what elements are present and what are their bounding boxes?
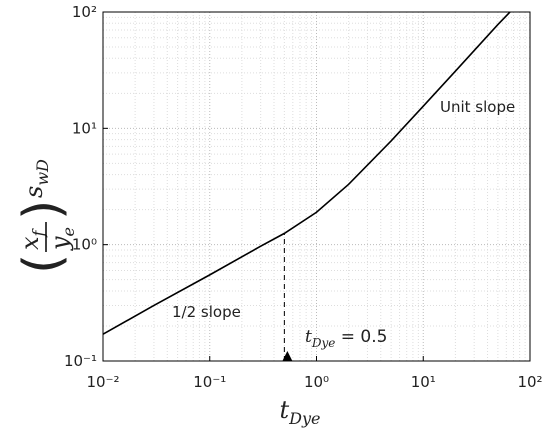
line xyxy=(102,11,511,335)
y-label-part: ye xyxy=(46,227,78,251)
y-tick-label: 10⁻¹ xyxy=(64,352,97,370)
paren: ( xyxy=(13,254,73,274)
y-label-part: swD xyxy=(20,159,52,198)
annotation: 1/2 slope xyxy=(172,303,241,321)
plot-frame xyxy=(102,11,531,362)
x-tick-label: 10¹ xyxy=(411,373,436,391)
x-axis-label: tDye xyxy=(280,396,321,428)
y-label-part: xf xyxy=(16,227,48,250)
x-tick-label: 10⁻¹ xyxy=(193,373,226,391)
x-tick-label: 10² xyxy=(517,373,542,391)
x-tick-label: 10⁰ xyxy=(304,373,329,391)
y-tick-label: 10⁰ xyxy=(72,236,97,254)
y-tick-label: 10¹ xyxy=(72,119,97,137)
y-tick-label: 10² xyxy=(72,3,97,21)
y-axis-label: ( xf ye ) swD xyxy=(13,159,78,274)
annotation: Unit slope xyxy=(440,98,515,116)
x-tick-label: 10⁻² xyxy=(86,373,119,391)
paren: ) xyxy=(13,200,73,220)
marker-label: tDye = 0.5 xyxy=(305,327,387,350)
marker-arrow xyxy=(282,351,293,361)
